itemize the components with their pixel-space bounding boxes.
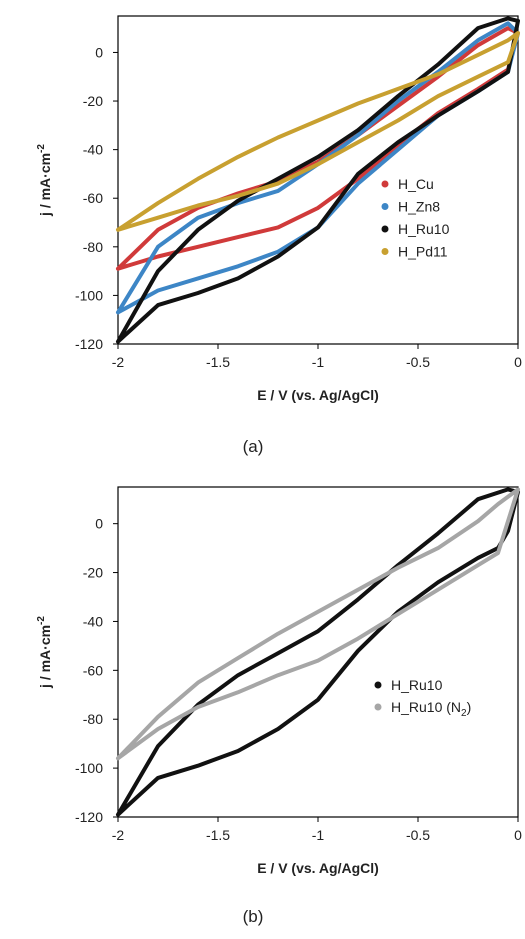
legend-label-close: )	[467, 699, 472, 715]
legend-label: H_Ru10 (N2)	[391, 699, 471, 719]
y-tick-label: -20	[83, 565, 103, 581]
x-tick-label: -1.5	[206, 354, 230, 370]
legend-marker	[374, 703, 382, 711]
y-axis-label-superscript: -2	[36, 144, 47, 153]
x-tick-label: -1	[312, 354, 325, 370]
y-tick-label: -20	[83, 93, 103, 109]
y-tick-label: 0	[95, 44, 103, 60]
y-tick-label: -100	[75, 760, 103, 776]
chart-panel-a: 0 -20 -40 -60 -80 -100 -120 -2 -1.5 -1 -0.5 0 E / V …	[36, 15, 522, 456]
y-tick-label: -40	[83, 613, 103, 629]
legend-label: H_Zn8	[398, 199, 440, 215]
legend-marker	[381, 225, 389, 233]
legend-marker	[381, 248, 389, 255]
x-tick-label: -1	[312, 827, 325, 843]
y-axis-label-superscript: -2	[36, 616, 47, 625]
legend-label: H_Cu	[398, 176, 434, 192]
x-tick-label: -0.5	[406, 827, 430, 843]
legend-marker	[381, 203, 389, 210]
y-axis-label-text: j / mA·cm	[37, 153, 53, 217]
y-tick-label: -60	[83, 190, 103, 206]
x-axis-label: E / V (vs. Ag/AgCl)	[257, 387, 379, 403]
legend-label: H_Pd11	[398, 244, 448, 260]
y-tick-label: 0	[95, 516, 103, 532]
legend-marker	[381, 180, 389, 188]
x-tick-label: 0	[514, 354, 522, 370]
legend-marker	[374, 681, 382, 689]
y-tick-label: -80	[83, 711, 103, 727]
series-line-h-pd11	[116, 31, 520, 232]
y-axis-label: j / mA·cm-2	[36, 144, 53, 217]
y-tick-label: -80	[83, 239, 103, 255]
x-tick-label: -2	[112, 827, 125, 843]
x-tick-label: -0.5	[406, 354, 430, 370]
legend-label: H_Ru10	[391, 677, 443, 693]
x-tick-label: -2	[112, 354, 125, 370]
y-tick-label: -100	[75, 287, 103, 303]
legend-label: H_Ru10	[398, 221, 450, 237]
y-tick-label: -40	[83, 142, 103, 158]
y-axis-label-text: j / mA·cm	[37, 625, 53, 689]
chart-panel-b: 0 -20 -40 -60 -80 -100 -120 -2 -1.5 -1 -0.5 0 E / V …	[36, 486, 522, 926]
y-tick-label: -120	[75, 809, 103, 825]
panel-label: (a)	[243, 437, 264, 456]
legend-label-subscript: 2	[461, 708, 467, 719]
x-axis-label: E / V (vs. Ag/AgCl)	[257, 860, 379, 876]
x-tick-label: 0	[514, 827, 522, 843]
series-line-h-ru10-n	[116, 487, 520, 761]
panel-label: (b)	[243, 907, 264, 926]
y-tick-label: -60	[83, 662, 103, 678]
x-tick-label: -1.5	[206, 827, 230, 843]
legend-label-text: H_Ru10 (N	[391, 699, 461, 715]
y-tick-label: -120	[75, 336, 103, 352]
y-axis-label: j / mA·cm-2	[36, 616, 53, 689]
series-line-h-ru10	[116, 487, 520, 817]
series-line-h-ru10	[116, 16, 520, 344]
